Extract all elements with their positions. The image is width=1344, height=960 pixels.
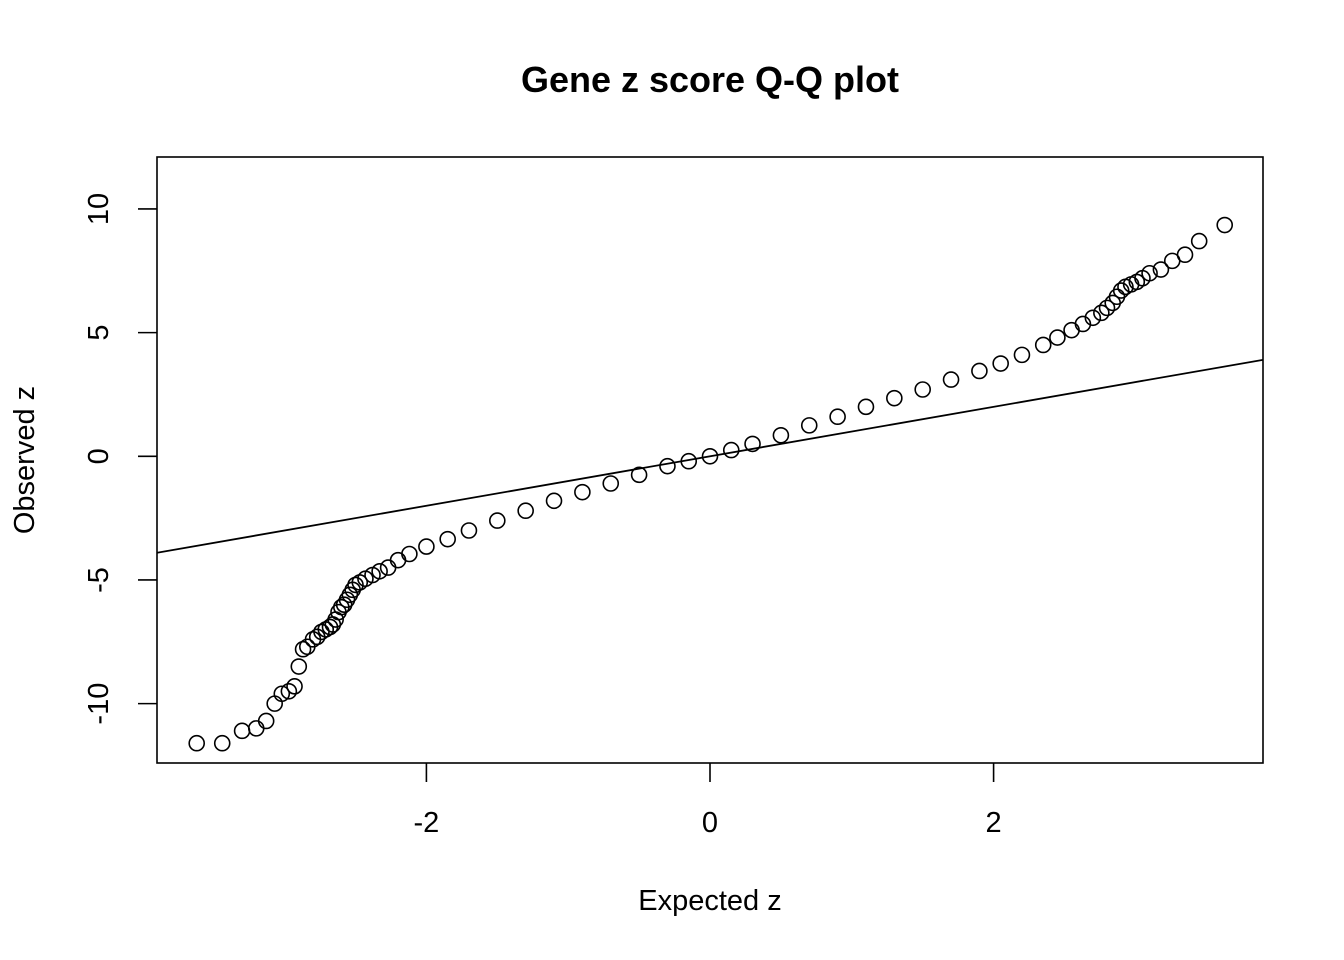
data-point <box>1074 315 1092 333</box>
data-point <box>992 355 1009 372</box>
x-tick-label: 2 <box>986 807 1002 839</box>
data-point <box>257 712 275 730</box>
plot-frame <box>156 156 1264 764</box>
data-point <box>313 623 330 641</box>
data-point <box>266 695 283 712</box>
data-point <box>1190 232 1208 250</box>
data-point <box>1093 304 1110 322</box>
data-point <box>1049 329 1066 346</box>
data-point <box>389 551 407 569</box>
data-point <box>1013 346 1031 364</box>
x-axis-label: Expected z <box>638 885 781 917</box>
data-point <box>800 417 818 434</box>
plot-area <box>156 156 1264 764</box>
data-point <box>971 362 988 380</box>
y-tick-label: 10 <box>83 193 115 225</box>
data-point <box>460 522 478 539</box>
data-point <box>1084 309 1102 327</box>
data-point <box>188 734 206 752</box>
data-point <box>517 502 534 520</box>
y-tick-label: -10 <box>83 683 115 725</box>
data-points <box>188 216 1234 752</box>
y-tick-label: -5 <box>83 567 115 593</box>
data-point <box>1216 216 1234 234</box>
data-point <box>829 408 846 426</box>
data-point <box>942 371 960 388</box>
data-point <box>857 398 875 416</box>
data-point <box>574 483 591 501</box>
data-point <box>1034 336 1052 354</box>
data-point <box>294 640 312 658</box>
x-axis: -2 0 2 <box>414 763 1002 839</box>
data-point <box>1176 246 1194 264</box>
data-point <box>1063 321 1080 339</box>
data-point <box>680 452 698 470</box>
data-point <box>439 530 456 548</box>
data-point <box>286 678 303 695</box>
data-point <box>280 682 298 700</box>
data-point <box>722 441 740 459</box>
data-point <box>233 722 251 740</box>
data-point <box>290 658 308 675</box>
y-tick-label: 0 <box>83 448 115 464</box>
data-point <box>1098 299 1116 317</box>
y-axis-label: Observed z <box>9 386 41 534</box>
data-point <box>659 457 676 475</box>
data-point <box>379 559 397 576</box>
data-point <box>630 466 648 484</box>
chart-title: Gene z score Q-Q plot <box>521 59 899 100</box>
data-point <box>772 426 790 444</box>
data-point <box>401 545 418 563</box>
x-tick-label: -2 <box>414 807 440 839</box>
data-point <box>1112 282 1130 299</box>
y-axis: -10 -5 0 5 10 <box>83 193 157 725</box>
data-point <box>247 720 265 737</box>
data-point <box>914 381 931 398</box>
data-point <box>1141 264 1158 282</box>
data-point <box>602 475 620 492</box>
reference-line <box>157 358 1263 554</box>
data-point <box>744 435 761 453</box>
data-point <box>1152 261 1170 278</box>
y-tick-label: 5 <box>83 325 115 341</box>
data-point <box>886 389 903 407</box>
data-point <box>371 563 388 580</box>
data-point <box>418 538 435 555</box>
data-point <box>213 734 231 752</box>
data-point <box>347 576 364 594</box>
data-point <box>545 492 563 510</box>
data-point <box>701 447 719 465</box>
data-point <box>273 685 291 703</box>
data-point <box>489 512 506 529</box>
x-tick-label: 0 <box>702 807 718 839</box>
